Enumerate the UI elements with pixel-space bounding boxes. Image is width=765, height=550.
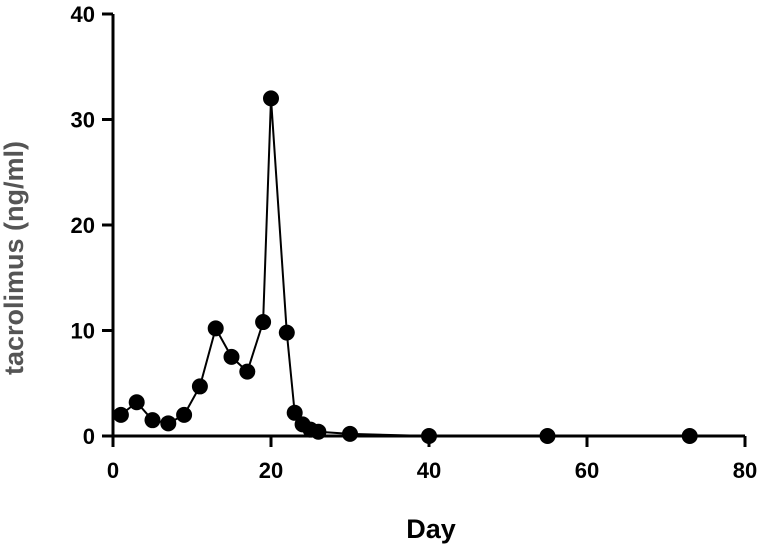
x-tick-label: 20 [259, 458, 283, 483]
x-tick-label: 40 [417, 458, 441, 483]
data-point [421, 428, 437, 444]
data-point [255, 314, 272, 331]
y-tick-label: 40 [71, 2, 95, 27]
data-point [128, 394, 145, 411]
series-group [112, 90, 698, 444]
data-point [191, 378, 208, 395]
data-point [278, 324, 295, 341]
data-point [144, 412, 161, 429]
x-tick-label: 0 [107, 458, 119, 483]
y-tick-label: 30 [71, 108, 95, 133]
x-axis-ticks: 0 20 40 60 80 [107, 436, 757, 483]
x-axis-title: Day [406, 514, 456, 544]
data-point [310, 423, 327, 440]
y-tick-label: 20 [71, 213, 95, 238]
data-point [539, 428, 556, 444]
x-tick-label: 60 [575, 458, 599, 483]
data-point [176, 406, 193, 423]
data-point [342, 425, 358, 442]
data-point [239, 363, 256, 380]
data-point [112, 406, 129, 423]
y-axis-ticks: 0 10 20 30 40 [71, 2, 113, 449]
data-point [223, 348, 240, 365]
y-axis-title: tacrolimus (ng/ml) [0, 141, 29, 375]
data-point [160, 415, 177, 432]
data-point [207, 320, 224, 337]
y-tick-label: 0 [83, 424, 95, 449]
data-point [681, 428, 698, 444]
x-tick-label: 80 [733, 458, 757, 483]
data-point [286, 404, 303, 421]
data-point [263, 90, 279, 107]
y-tick-label: 10 [71, 319, 95, 344]
